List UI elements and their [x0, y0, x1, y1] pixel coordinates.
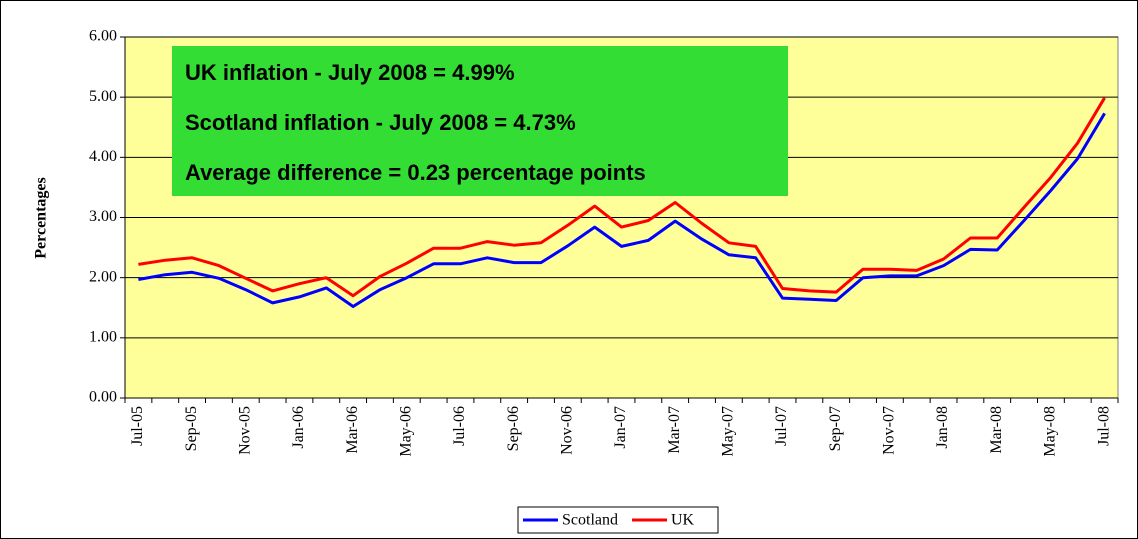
legend-label: UK [671, 512, 695, 529]
x-tick-label: Sep-05 [183, 406, 200, 451]
x-tick-label: Jan-07 [612, 406, 629, 449]
x-tick-label: Mar-06 [344, 406, 361, 454]
x-tick-label: Sep-07 [827, 406, 844, 451]
annotation-box [172, 46, 788, 196]
x-tick-label: May-07 [720, 406, 737, 457]
x-tick-label: May-08 [1042, 406, 1059, 457]
annotation: Scotland inflation - July 2008 = 4.73% [185, 110, 576, 135]
y-tick-label: 4.00 [89, 148, 117, 165]
annotation: Average difference = 0.23 percentage poi… [185, 160, 646, 185]
x-tick-label: Jul-06 [451, 406, 468, 446]
y-tick-label: 5.00 [89, 88, 117, 105]
x-tick-label: Jul-07 [773, 406, 790, 446]
y-axis-label: Percentages [33, 177, 50, 258]
x-tick-label: Nov-07 [881, 406, 898, 455]
x-tick-label: Mar-08 [988, 406, 1005, 454]
y-tick-label: 0.00 [89, 389, 117, 406]
x-tick-label: Sep-06 [505, 406, 522, 451]
x-tick-label: May-06 [397, 406, 414, 457]
x-tick-label: Nov-05 [236, 406, 253, 455]
x-tick-label: Jul-08 [1095, 406, 1112, 446]
y-tick-label: 6.00 [89, 28, 117, 45]
y-tick-label: 1.00 [89, 329, 117, 346]
legend-label: Scotland [562, 512, 618, 529]
x-tick-label: Nov-06 [558, 406, 575, 455]
x-tick-label: Jan-08 [934, 406, 951, 449]
x-tick-label: Mar-07 [666, 406, 683, 454]
x-tick-label: Jul-05 [129, 406, 146, 446]
y-tick-label: 3.00 [89, 208, 117, 225]
series-line [138, 112, 1106, 308]
series-line [138, 97, 1106, 298]
x-tick-label: Jan-06 [290, 406, 307, 449]
y-tick-label: 2.00 [89, 268, 117, 285]
annotation: UK inflation - July 2008 = 4.99% [185, 60, 515, 85]
